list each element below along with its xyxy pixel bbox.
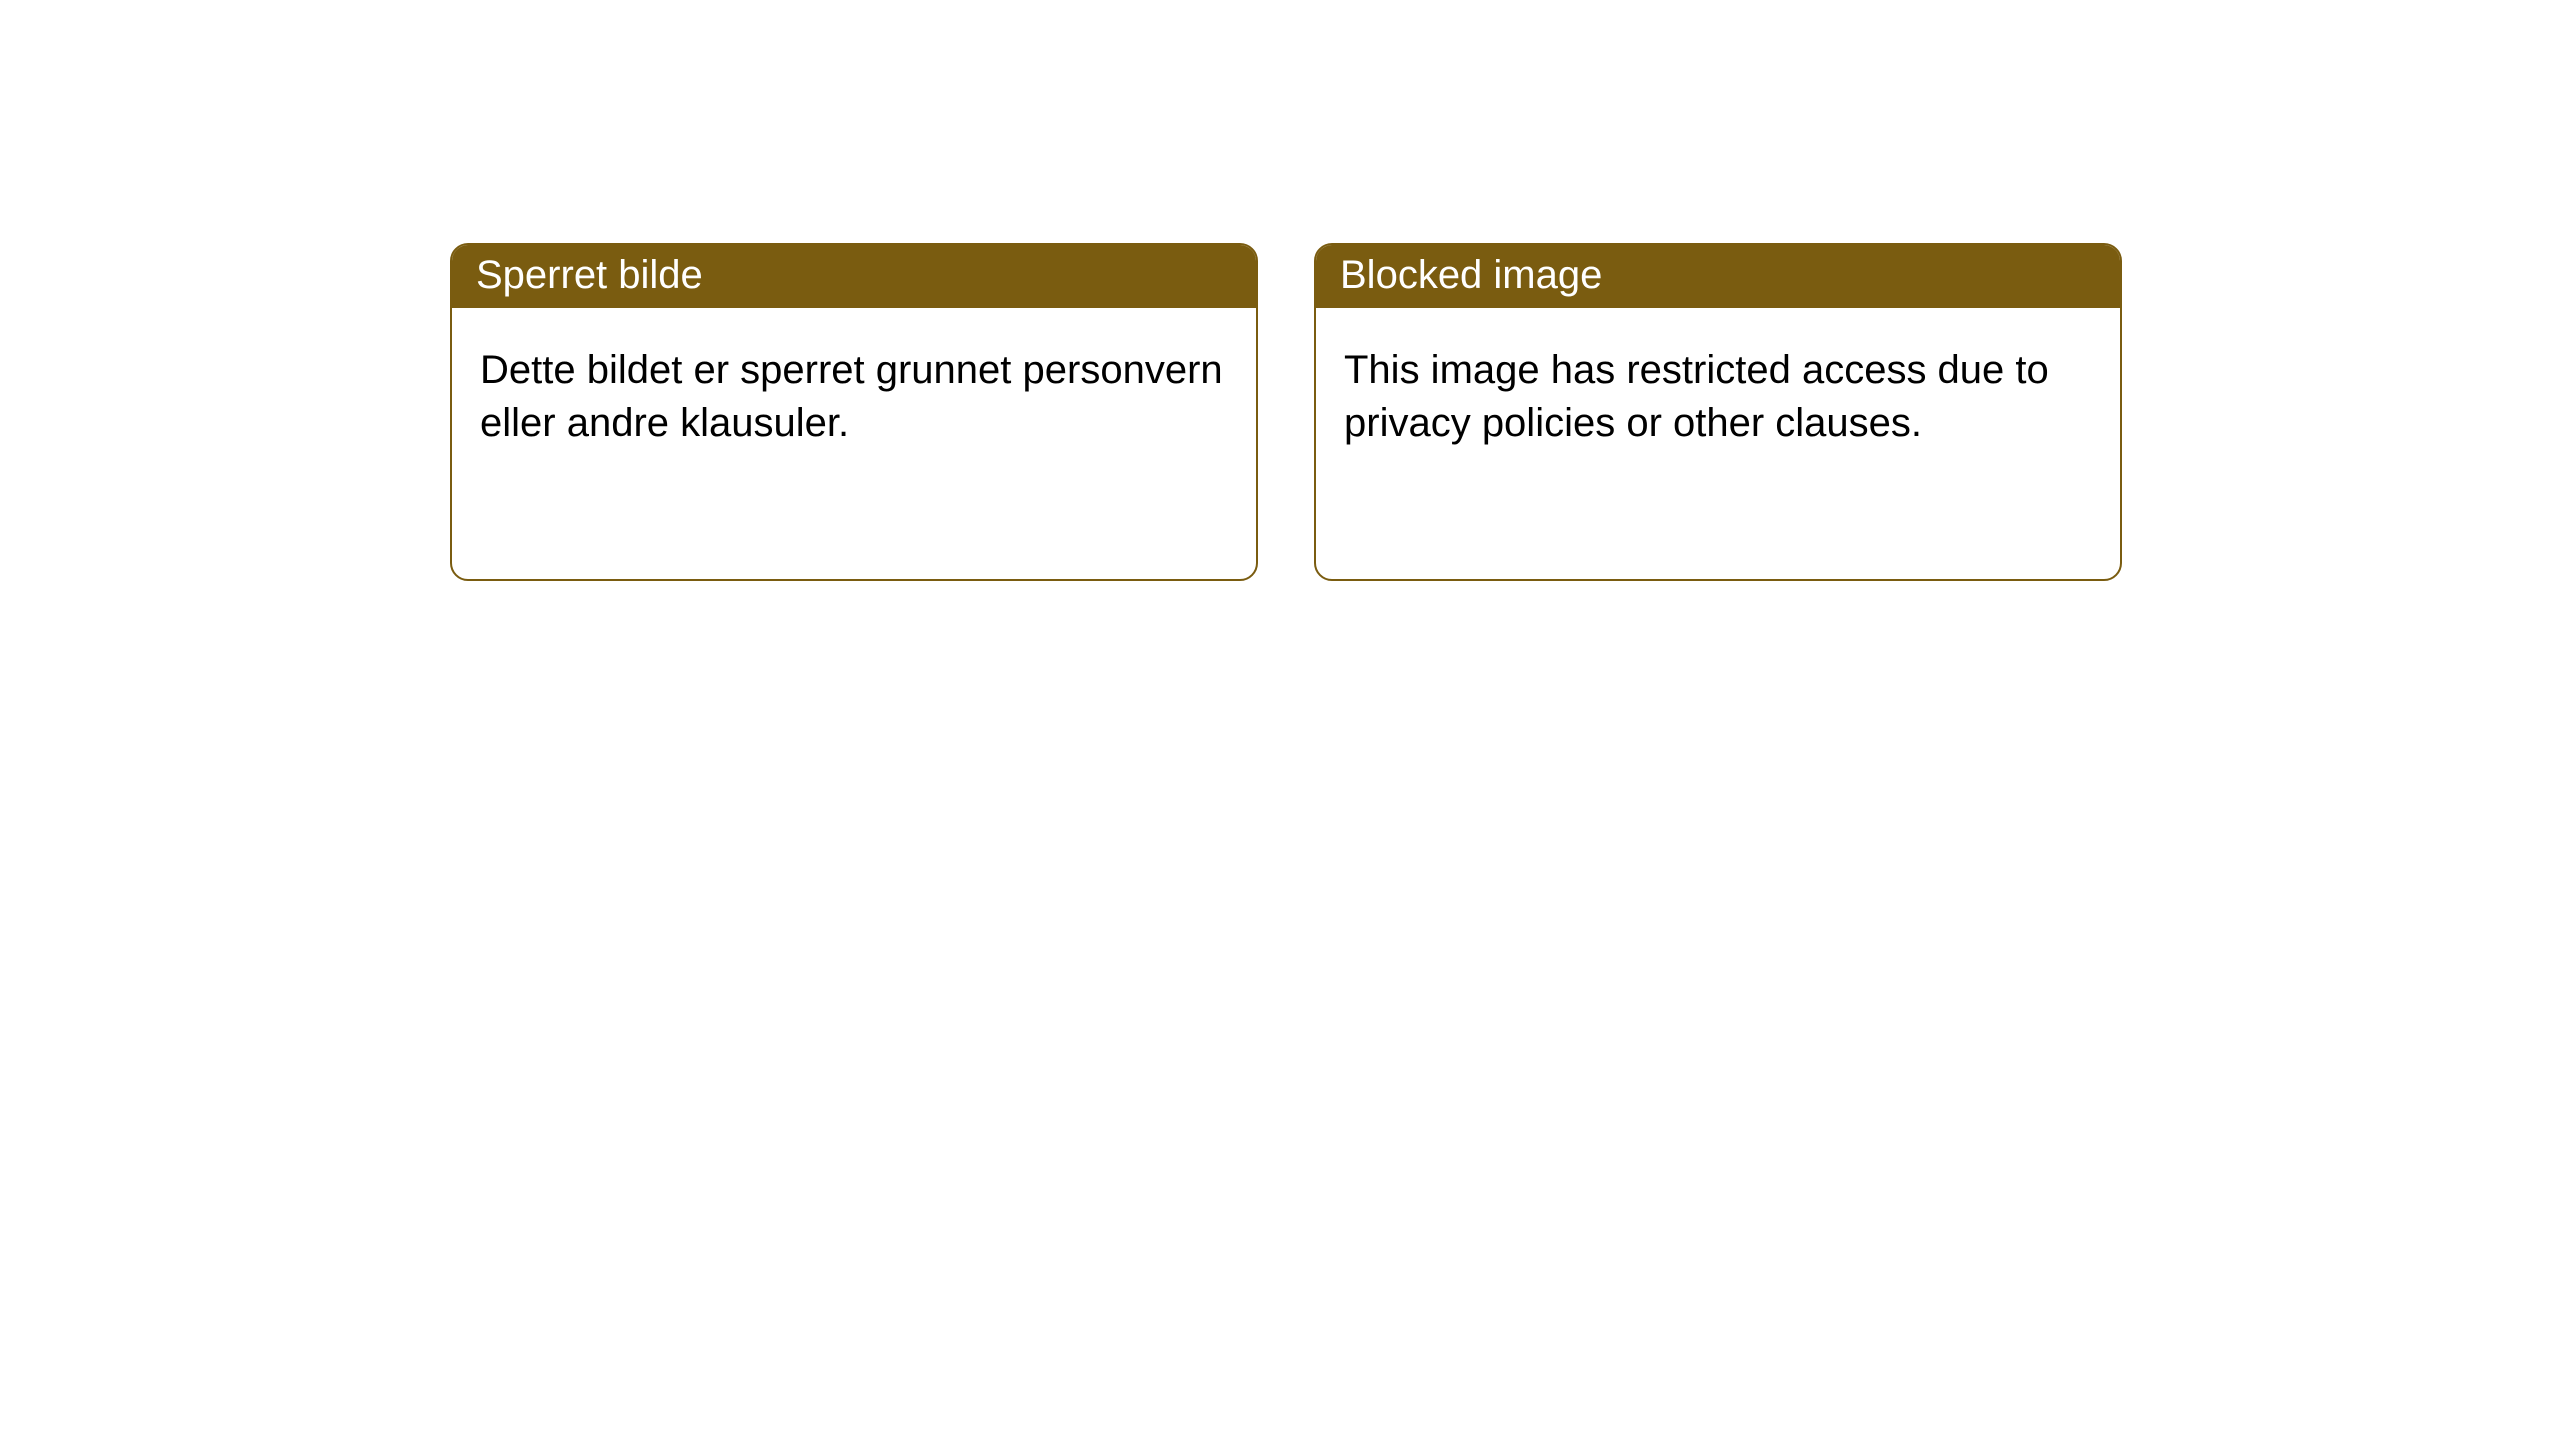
- card-body: This image has restricted access due to …: [1316, 308, 2120, 486]
- card-title: Blocked image: [1316, 245, 2120, 308]
- blocked-image-card-no: Sperret bilde Dette bildet er sperret gr…: [450, 243, 1258, 581]
- blocked-image-card-en: Blocked image This image has restricted …: [1314, 243, 2122, 581]
- notice-cards-row: Sperret bilde Dette bildet er sperret gr…: [0, 0, 2560, 581]
- card-body: Dette bildet er sperret grunnet personve…: [452, 308, 1256, 486]
- card-title: Sperret bilde: [452, 245, 1256, 308]
